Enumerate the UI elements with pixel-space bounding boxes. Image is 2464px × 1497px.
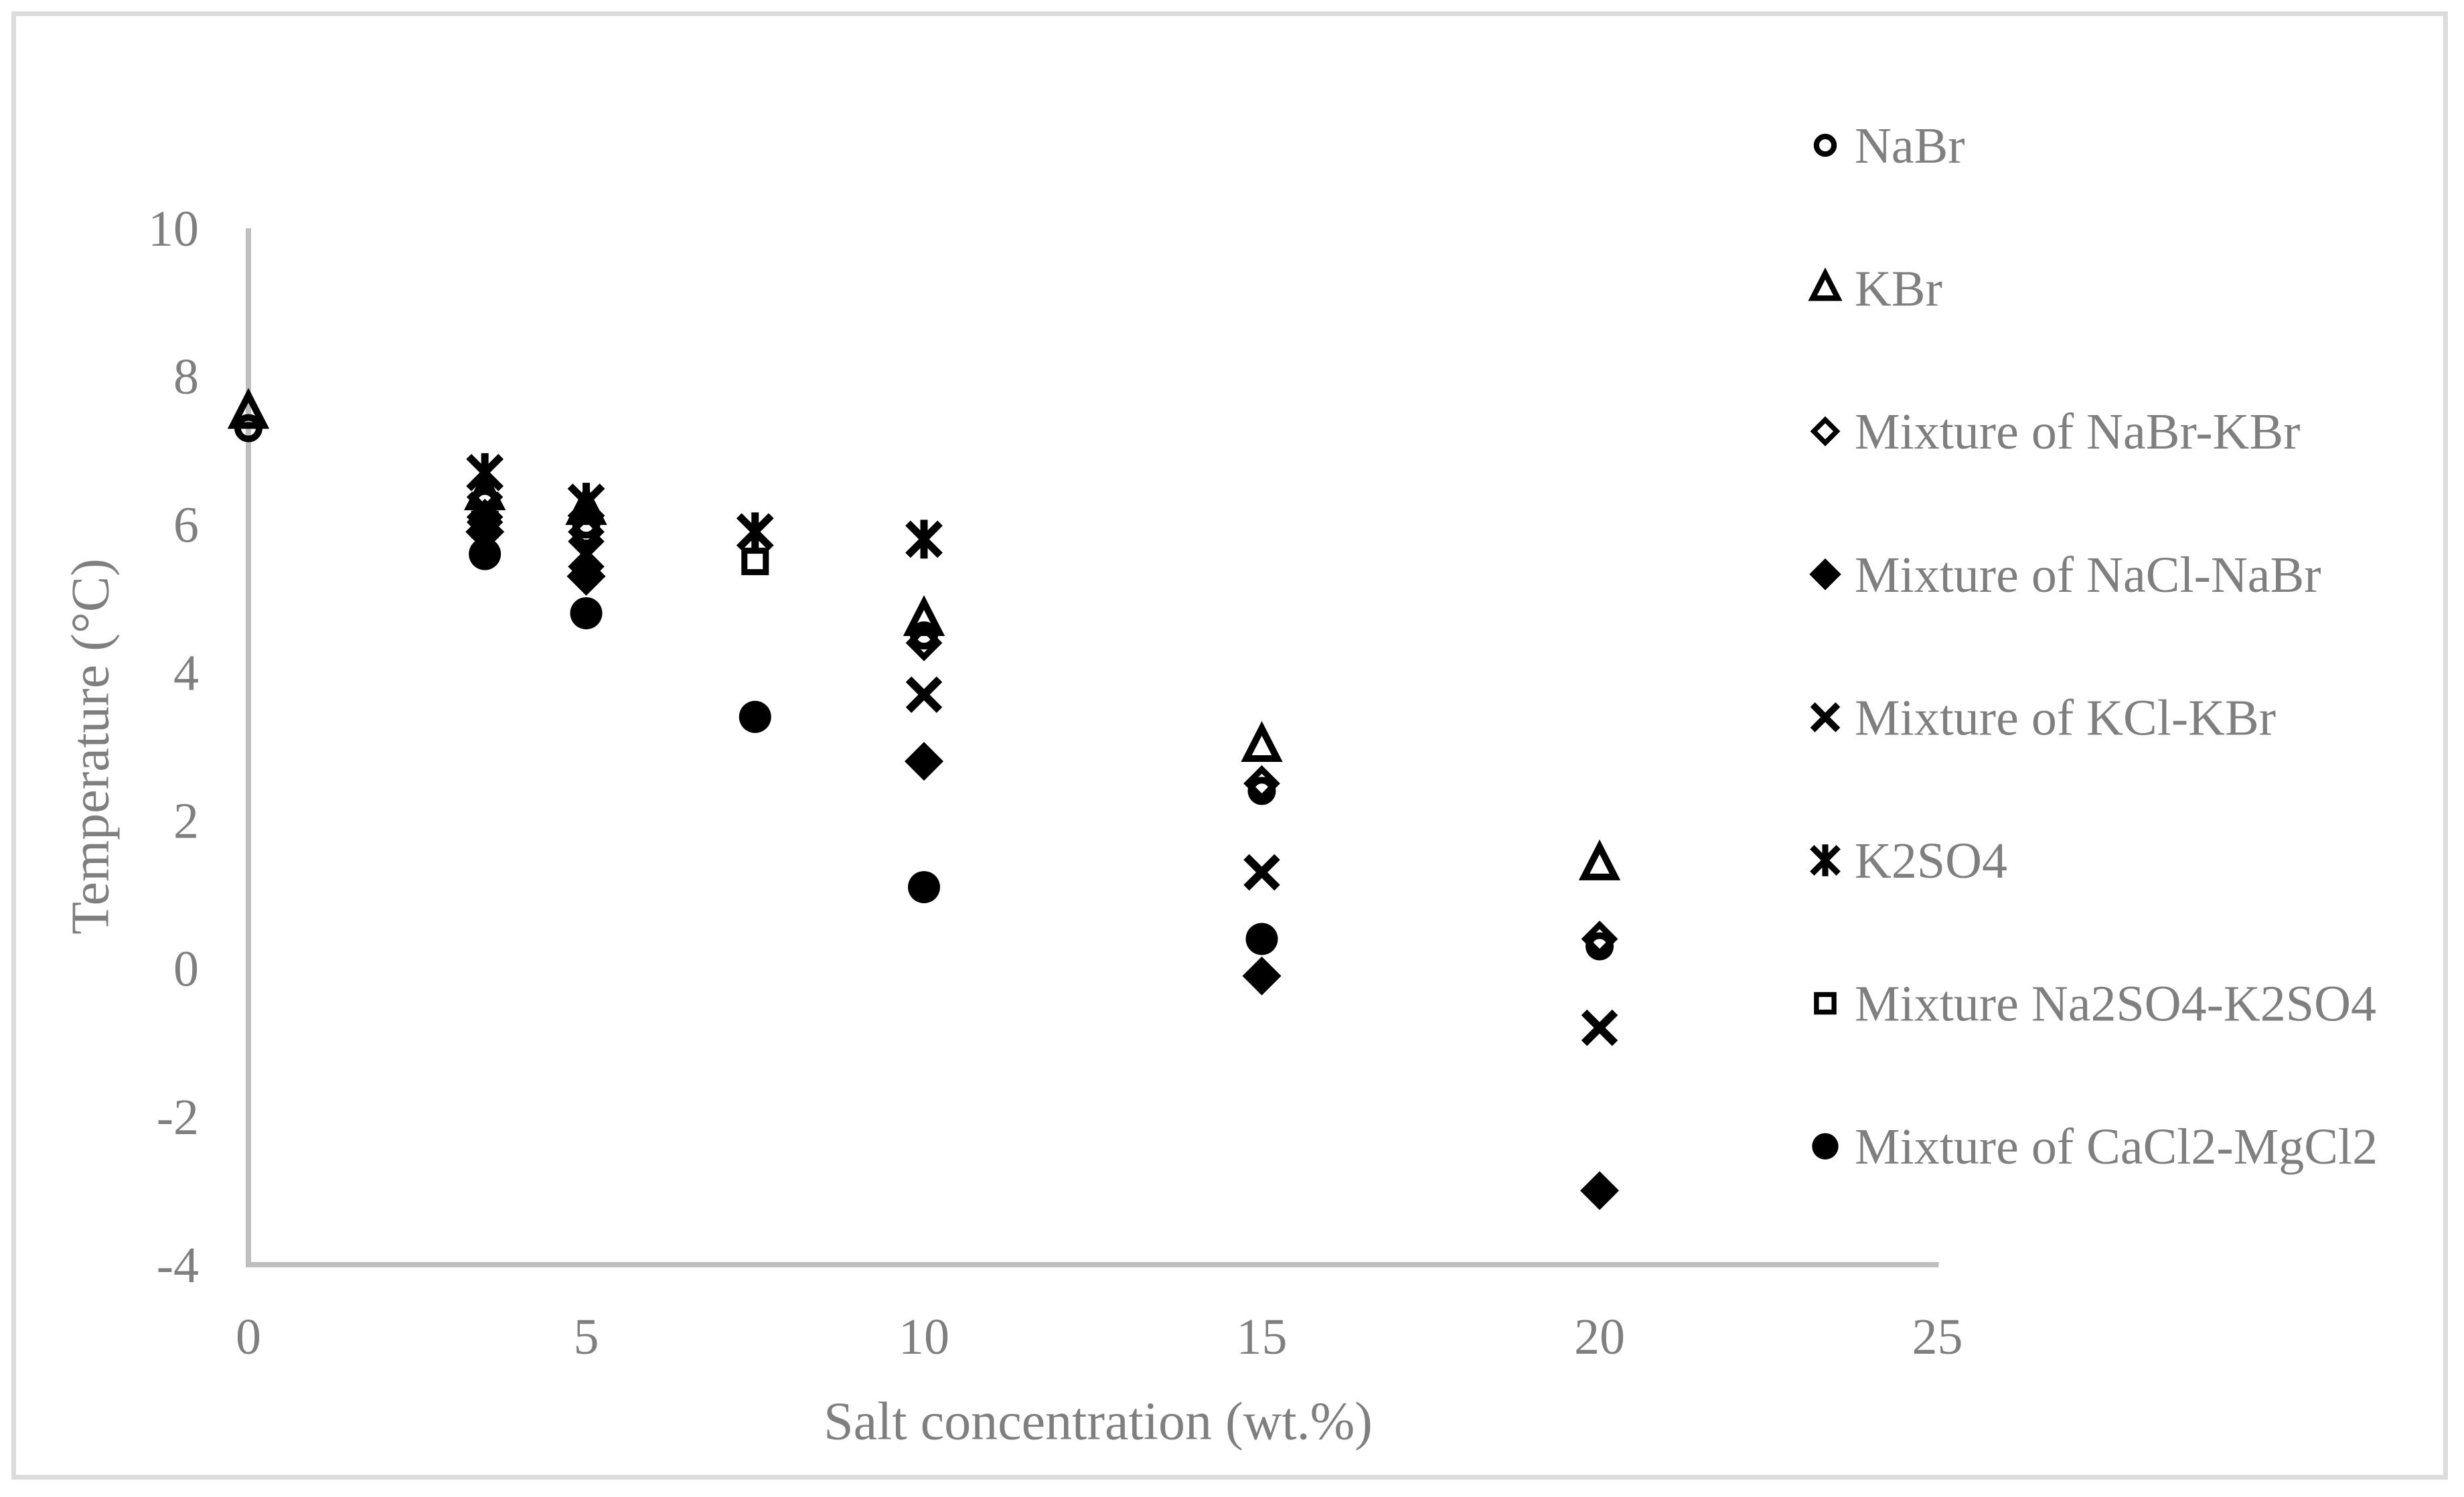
series-kbr (227, 388, 1621, 880)
x-tick-label: 10 (899, 1309, 949, 1365)
data-point (567, 483, 605, 522)
y-tick-label: 4 (173, 645, 199, 701)
legend-item-k2so4: K2SO4 (1810, 833, 2007, 889)
square-open-legend-marker-icon (1814, 992, 1837, 1015)
circle-filled-legend-marker-icon (1812, 1133, 1839, 1160)
series-mixture-of-nacl-nabr (465, 512, 1619, 1210)
data-point (1243, 765, 1280, 802)
asterisk-legend-marker-icon (1810, 844, 1841, 876)
data-point (905, 624, 943, 661)
y-tick-label: -4 (157, 1237, 199, 1293)
data-point (1245, 923, 1278, 955)
legend-label: Mixture of NaCl-NaBr (1855, 547, 2321, 603)
y-tick-label: 0 (173, 941, 199, 998)
triangle-open-legend-marker-icon (1808, 267, 1843, 301)
y-axis-title: Temperature (°C) (61, 558, 121, 935)
circle-open-legend-marker-icon (1813, 133, 1837, 157)
data-points (227, 388, 1621, 1210)
legend-item-nabr: NaBr (1813, 118, 1965, 174)
data-point (469, 538, 502, 570)
x-tick-label: 0 (236, 1309, 261, 1365)
data-point (1578, 839, 1621, 880)
legend-item-mixture-of-nacl-nabr: Mixture of NaCl-NaBr (1809, 547, 2321, 603)
data-point (1580, 1171, 1619, 1210)
diamond-open-legend-marker-icon (1810, 416, 1841, 447)
legend-label: Mixture Na2SO4-K2SO4 (1855, 976, 2376, 1032)
data-point (572, 518, 600, 546)
data-point (1243, 854, 1280, 891)
legend-item-kbr: KBr (1808, 261, 1942, 317)
data-point (1242, 956, 1282, 996)
legend-item-mixture-na2so4-k2so4: Mixture Na2SO4-K2SO4 (1814, 976, 2376, 1032)
figure-frame (11, 11, 2448, 1480)
data-point (736, 512, 774, 552)
x-legend-marker-icon (1810, 702, 1841, 732)
legend-label: K2SO4 (1855, 833, 2007, 889)
data-point (739, 700, 771, 733)
data-point (741, 548, 769, 576)
data-point (905, 742, 943, 781)
diamond-filled-legend-marker-icon (1809, 558, 1841, 590)
legend-item-mixture-of-cacl2-mgcl2: Mixture of CaCl2-MgCl2 (1812, 1119, 2378, 1175)
data-point (905, 520, 943, 559)
series-mixture-of-kcl-kbr (466, 491, 1618, 1046)
data-point (1241, 721, 1283, 763)
series-mixture-of-cacl2-mgcl2 (469, 538, 1278, 955)
y-tick-label: -2 (157, 1089, 199, 1146)
data-point (570, 597, 603, 629)
series-mixture-na2so4-k2so4 (471, 510, 769, 576)
data-point (471, 510, 499, 538)
series-mixture-of-nabr-kbr (466, 498, 1618, 957)
y-tick-label: 8 (173, 349, 199, 405)
legend-label: NaBr (1855, 118, 1965, 174)
y-tick-label: 6 (173, 497, 199, 553)
data-point (905, 676, 943, 713)
legend-label: Mixture of NaBr-KBr (1855, 404, 2300, 460)
y-tick-label: 2 (173, 793, 199, 850)
data-point (1581, 921, 1618, 957)
legend-item-mixture-of-nabr-kbr: Mixture of NaBr-KBr (1810, 404, 2300, 460)
y-tick-label: 10 (148, 201, 199, 257)
x-tick-label: 25 (1912, 1309, 1963, 1365)
legend-label: Mixture of CaCl2-MgCl2 (1855, 1119, 2378, 1175)
legend-label: KBr (1855, 261, 1942, 317)
data-point (227, 388, 270, 429)
x-tick-label: 15 (1237, 1309, 1288, 1365)
data-point (908, 871, 940, 904)
axes (246, 228, 1939, 1267)
x-axis-title: Salt concentration (wt.%) (824, 1392, 1373, 1451)
x-tick-label: 20 (1574, 1309, 1625, 1365)
legend-label: Mixture of KCl-KBr (1855, 690, 2276, 746)
x-tick-label: 5 (574, 1309, 599, 1365)
legend: NaBr KBr Mixture of NaBr-KBr Mixture of NaC… (1808, 118, 2378, 1175)
data-point (466, 453, 504, 492)
data-point (1581, 1009, 1618, 1046)
legend-item-mixture-of-kcl-kbr: Mixture of KCl-KBr (1810, 690, 2276, 746)
series-k2so4 (466, 453, 943, 559)
